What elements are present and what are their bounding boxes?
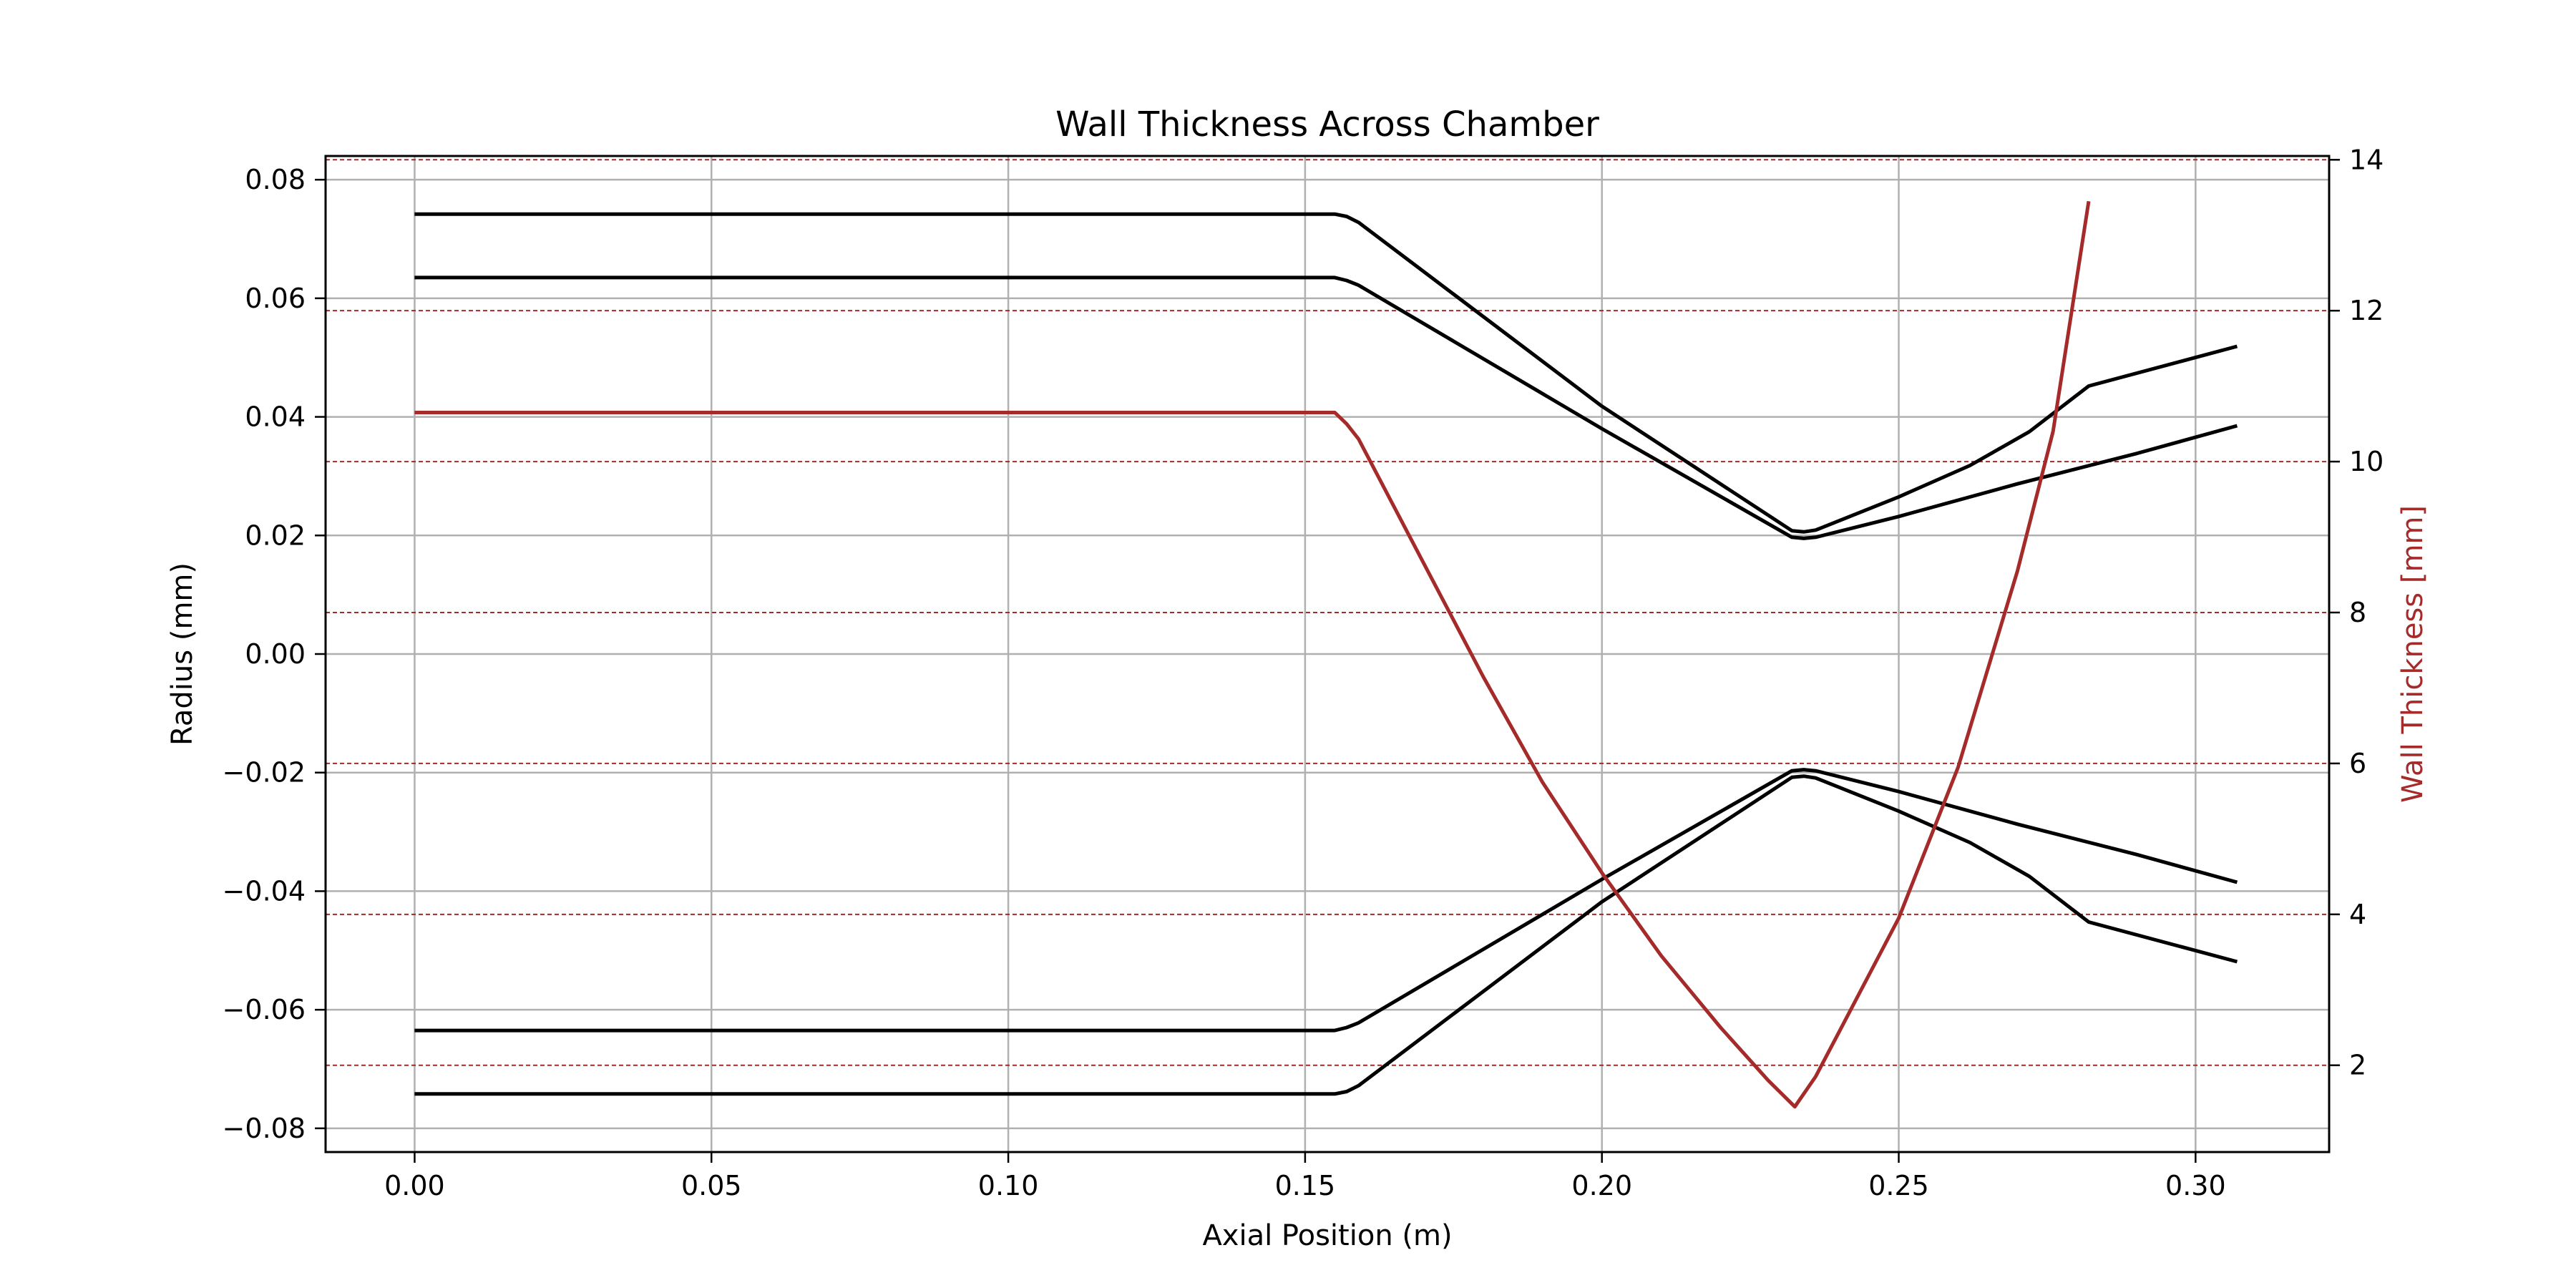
plot-frame — [324, 155, 2331, 1153]
y-tick-label: 0.00 — [245, 638, 306, 670]
chart-title: Wall Thickness Across Chamber — [1055, 104, 1599, 145]
contour-line-4 — [414, 774, 2238, 1096]
x-tick-label: 0.00 — [384, 1170, 445, 1201]
series-layer — [414, 200, 2238, 1109]
tick-layer: 0.00 0.05 0.10 0.15 0.20 0.25 0.30 −0.08 −0.06 −0… — [223, 144, 2384, 1201]
y2-tick-label: 2 — [2349, 1050, 2366, 1081]
y2-tick-label: 12 — [2349, 295, 2384, 326]
y-tick-label: −0.08 — [223, 1113, 306, 1144]
x-tick-label: 0.15 — [1275, 1170, 1336, 1201]
y-tick-label: 0.02 — [245, 519, 306, 551]
y-tick-label: −0.04 — [223, 875, 306, 907]
y2-tick-label: 6 — [2349, 748, 2366, 779]
x-tick-label: 0.10 — [978, 1170, 1039, 1201]
x-axis-label: Axial Position (m) — [1202, 1219, 1452, 1252]
y2-tick-label: 8 — [2349, 597, 2366, 628]
y-tick-label: 0.04 — [245, 401, 306, 433]
contour-line-3 — [414, 768, 2238, 1033]
contour-line-1 — [414, 212, 2238, 534]
y-tick-label: −0.02 — [223, 757, 306, 789]
y2-axis-label: Wall Thickness [mm] — [2396, 505, 2429, 803]
wall-thickness-line — [414, 200, 2091, 1109]
x-tick-label: 0.05 — [681, 1170, 742, 1201]
y2-tick-label: 4 — [2349, 899, 2366, 930]
y-tick-label: 0.08 — [245, 164, 306, 195]
y2-tick-label: 14 — [2349, 144, 2384, 175]
grid-layer — [326, 156, 2329, 1152]
x-tick-label: 0.25 — [1868, 1170, 1929, 1201]
x-tick-label: 0.30 — [2165, 1170, 2226, 1201]
y-tick-label: −0.06 — [223, 994, 306, 1025]
y-tick-label: 0.06 — [245, 283, 306, 314]
y2-tick-label: 10 — [2349, 446, 2384, 477]
contour-line-2 — [414, 275, 2238, 540]
x-tick-label: 0.20 — [1571, 1170, 1632, 1201]
y-axis-label: Radius (mm) — [166, 562, 199, 746]
